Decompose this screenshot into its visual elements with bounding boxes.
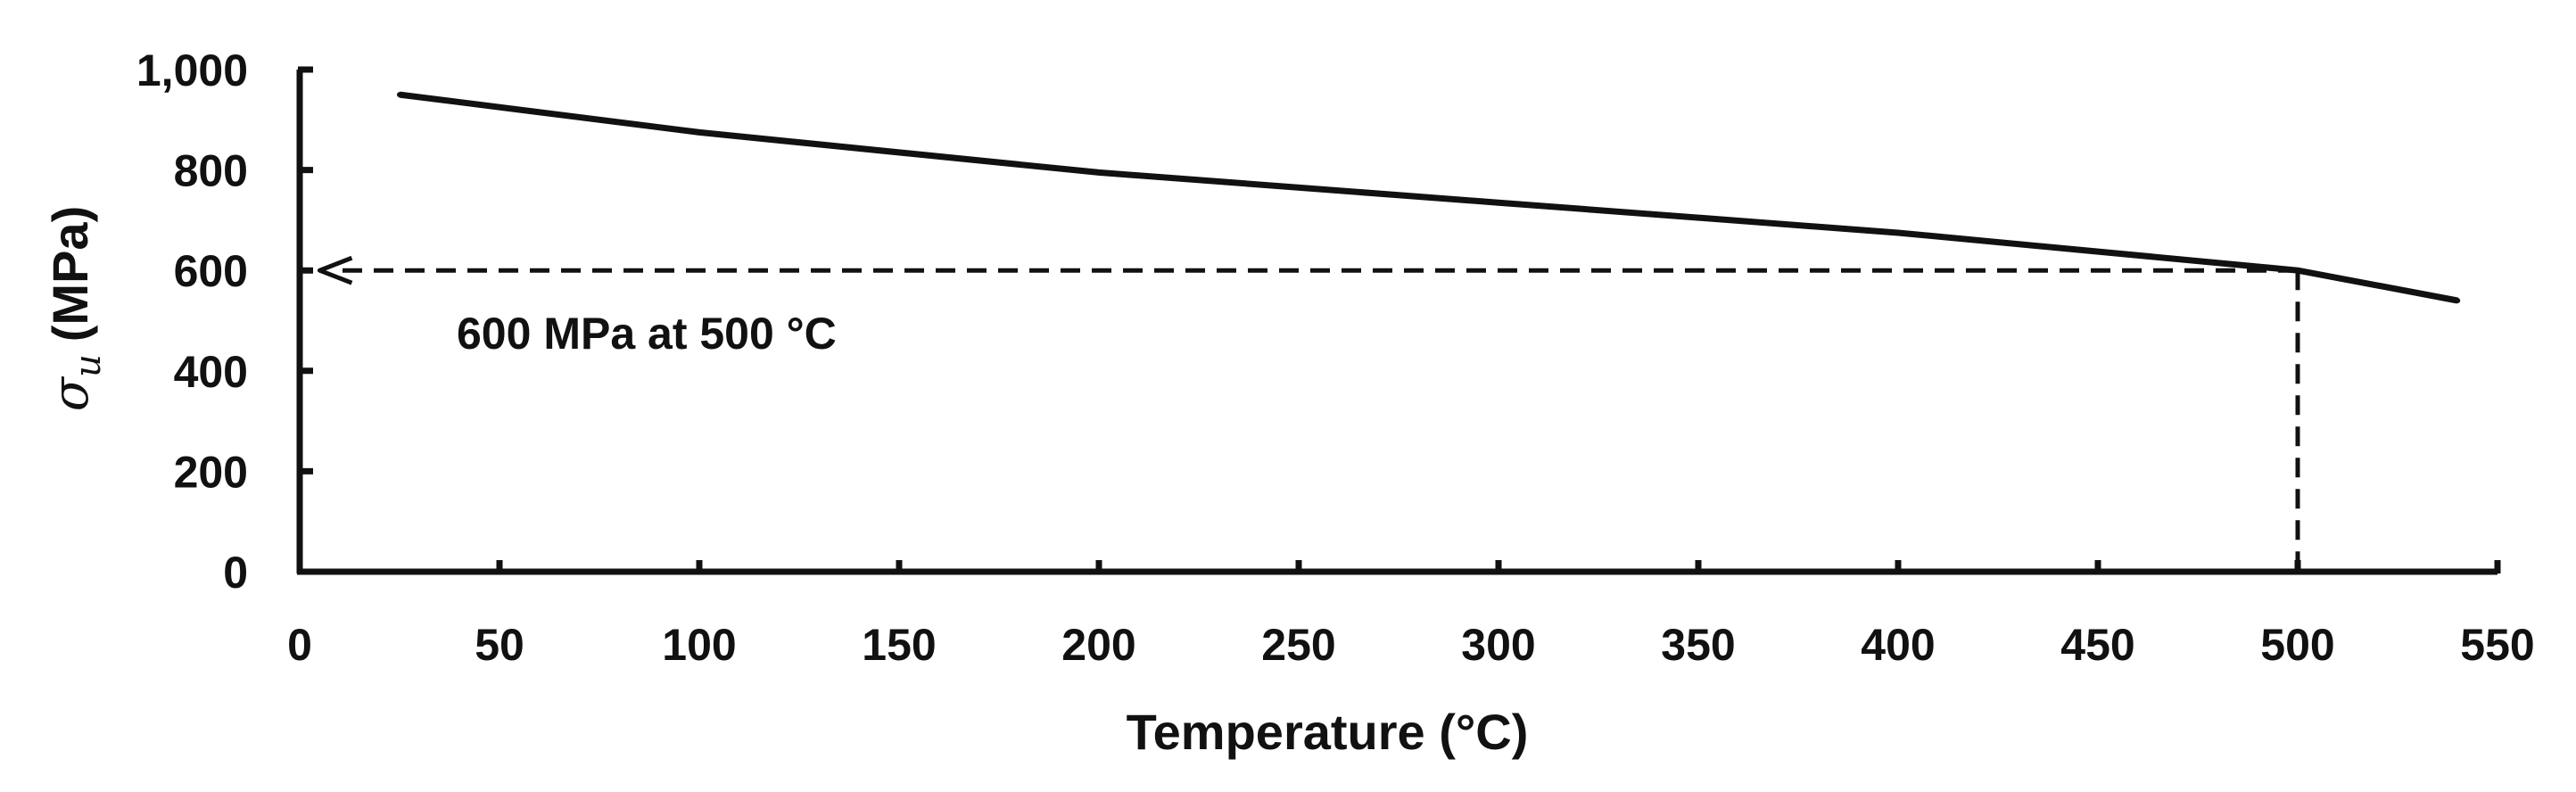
x-tick-label: 350 (1661, 620, 1735, 670)
x-tick-label: 400 (1861, 620, 1935, 670)
x-tick-label: 100 (662, 620, 736, 670)
y-tick-label: 400 (174, 347, 248, 397)
data-point (697, 129, 702, 136)
y-axis-unit: (MPa) (42, 206, 98, 342)
x-tick-label: 0 (287, 620, 312, 670)
y-tick-label: 200 (174, 447, 248, 497)
x-axis-title: Temperature (°C) (1127, 704, 1529, 760)
arrowhead-icon (317, 255, 353, 285)
series-group (397, 91, 2461, 304)
x-tick-label: 200 (1061, 620, 1135, 670)
ticks: 0 50 100 150 200 250 300 350 400 450 500 550 0 200 400… (136, 45, 2535, 670)
y-tick-label: 800 (174, 146, 248, 196)
series-line (399, 91, 2458, 304)
x-tick-label: 150 (862, 620, 936, 670)
y-tick-label: 1,000 (136, 45, 248, 95)
x-tick-label: 550 (2460, 620, 2534, 670)
data-point (2295, 268, 2300, 274)
x-tick-label: 450 (2060, 620, 2134, 670)
x-tick-label: 500 (2260, 620, 2334, 670)
x-tick-label: 50 (475, 620, 524, 670)
annotation-group: 600 MPa at 500 °C (317, 255, 2300, 572)
data-point (1096, 169, 1102, 176)
y-axis-title: σu (MPa) (42, 206, 109, 411)
x-tick-label: 300 (1461, 620, 1535, 670)
y-axis-symbol: σ (42, 375, 100, 411)
x-tick-label: 250 (1261, 620, 1335, 670)
y-tick-label: 600 (174, 246, 248, 296)
y-tick-label: 0 (223, 548, 248, 598)
y-axis-subscript: u (68, 354, 109, 377)
data-point (2455, 297, 2461, 303)
data-point (397, 92, 402, 98)
data-point (1496, 200, 1501, 206)
axes (296, 70, 2498, 575)
annotation-label: 600 MPa at 500 °C (457, 309, 837, 359)
data-point (1895, 229, 1901, 235)
